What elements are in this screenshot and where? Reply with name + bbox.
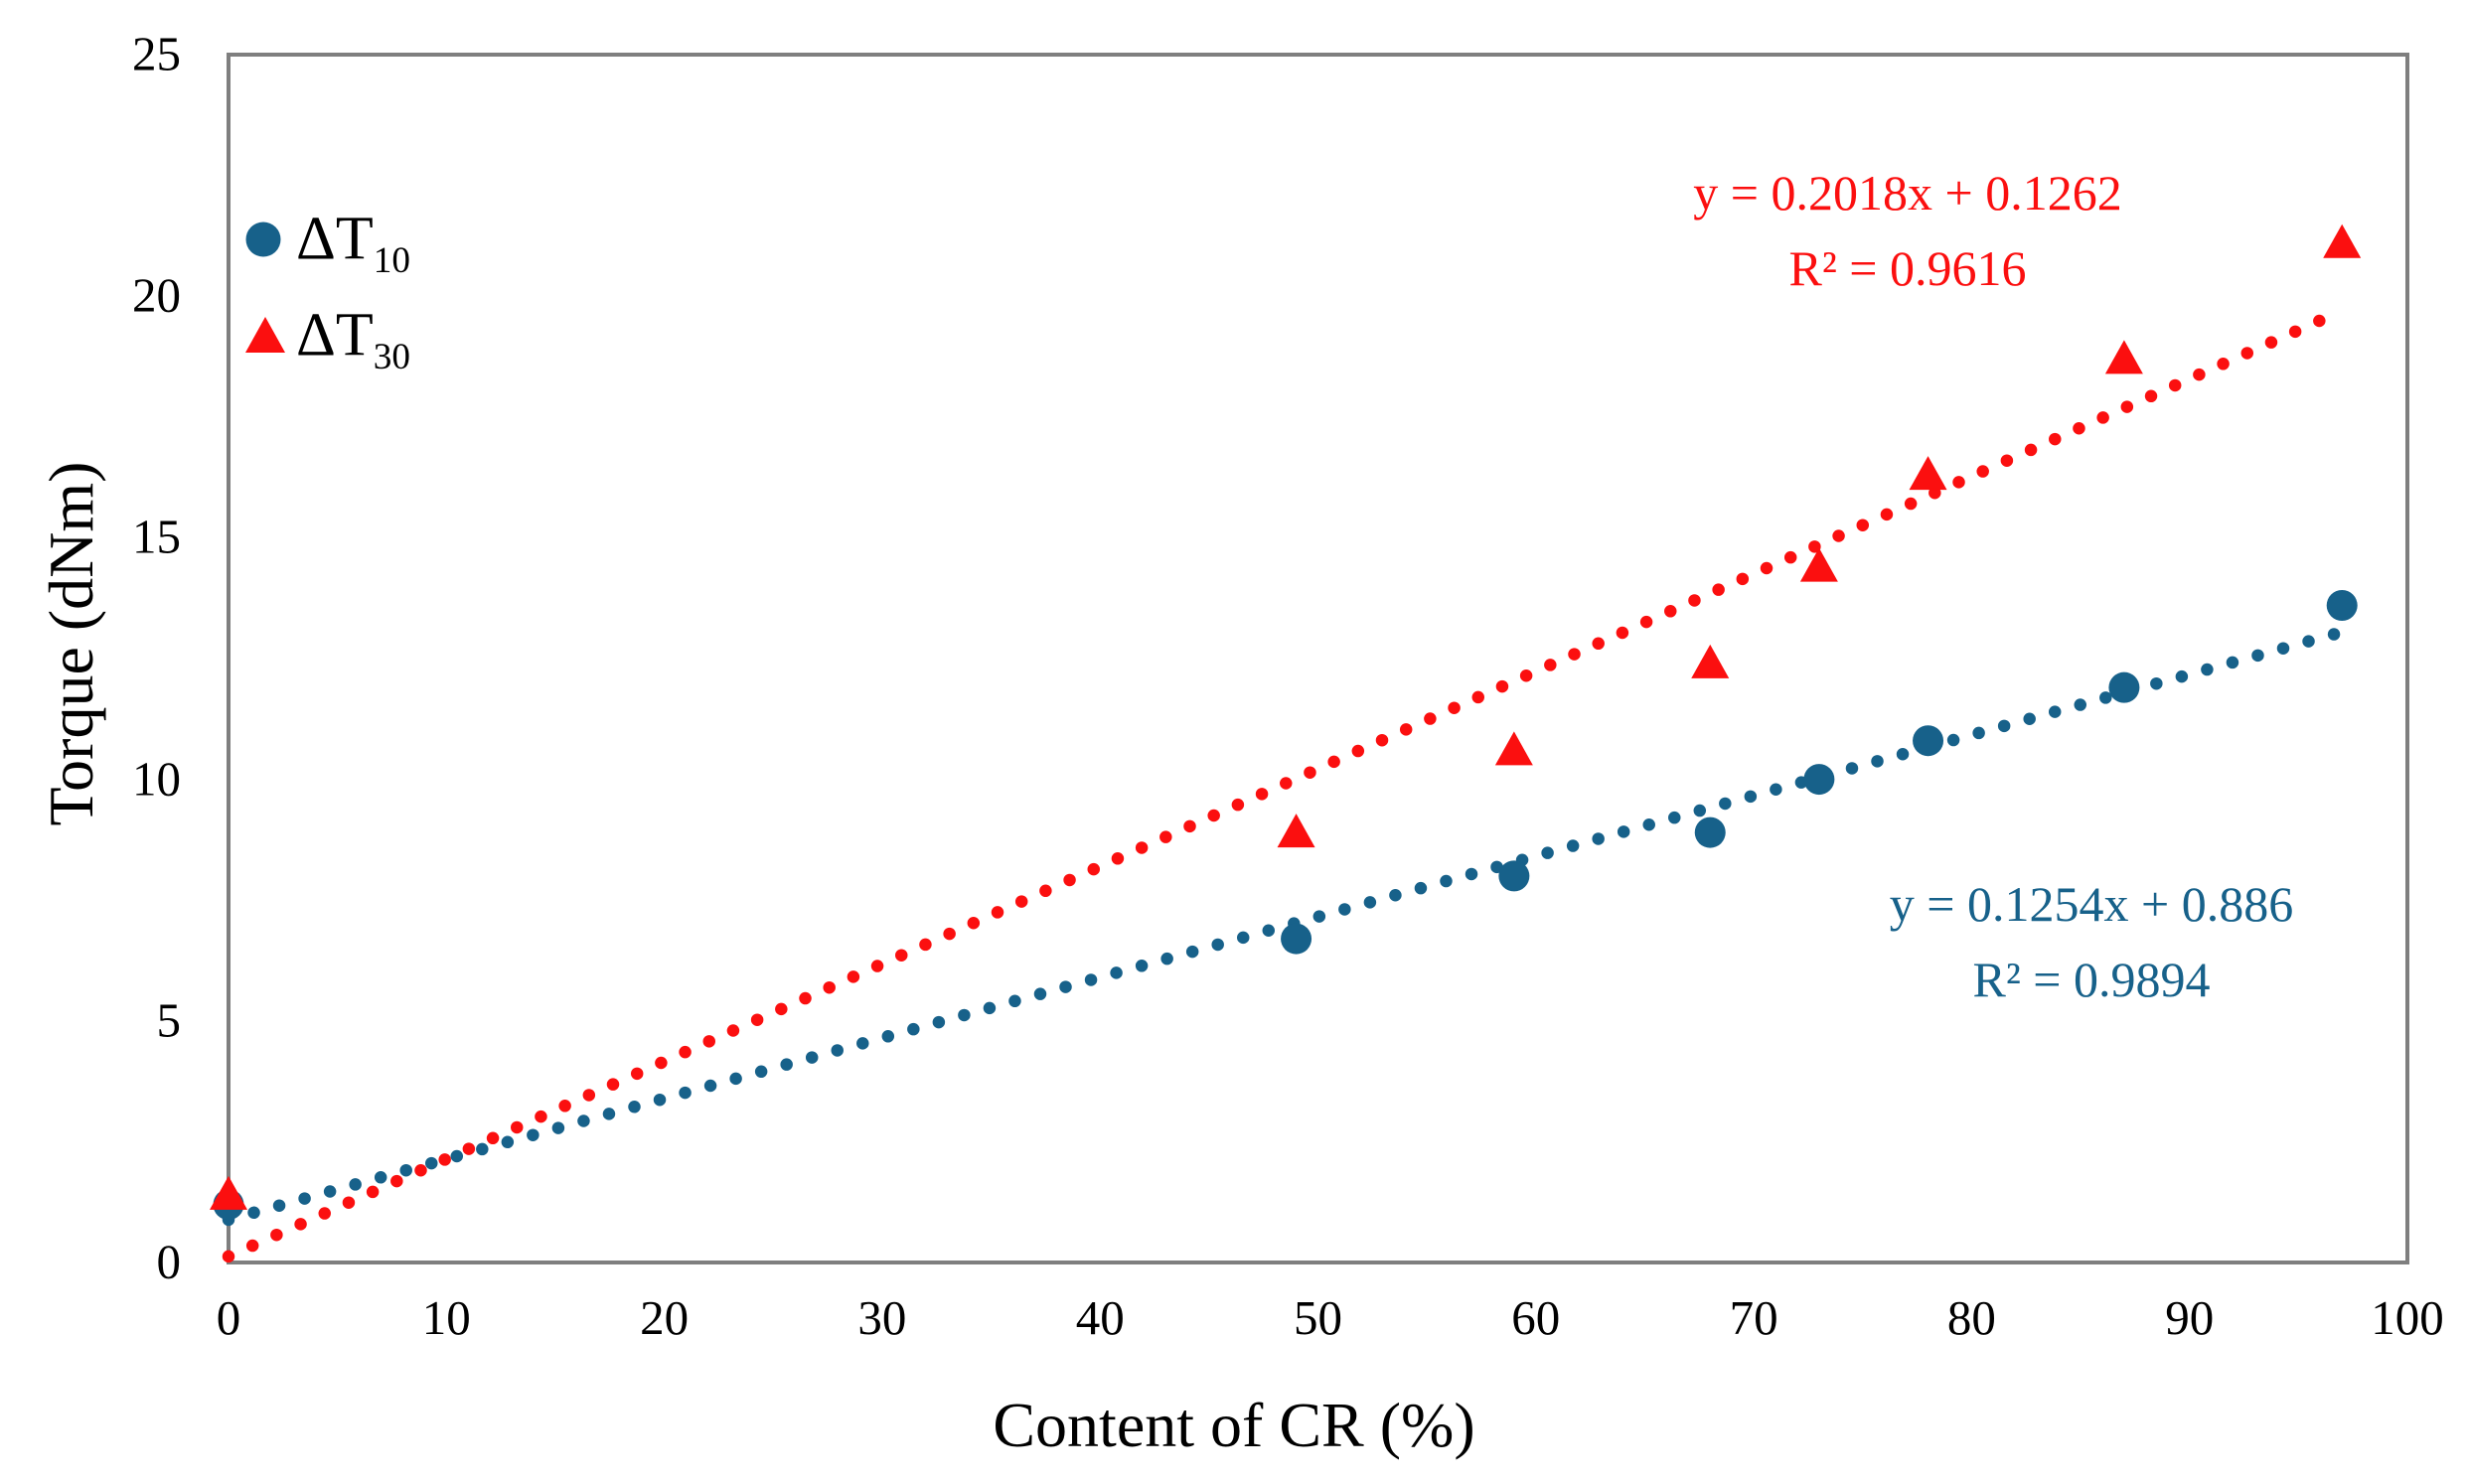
x-tick-label: 40 <box>1075 1290 1125 1345</box>
legend-label-dt10-subscript: 10 <box>373 239 410 281</box>
x-tick-label: 70 <box>1729 1290 1778 1345</box>
data-point-ΔT30 <box>1799 547 1838 582</box>
data-point-ΔT10 <box>1498 860 1530 892</box>
data-point-ΔT10 <box>2108 671 2140 703</box>
x-axis-title: Content of CR (%) <box>993 1390 1475 1460</box>
legend-label-dt30: ΔT <box>296 301 374 370</box>
y-tick-label: 5 <box>156 992 182 1048</box>
x-tick-label: 50 <box>1294 1290 1342 1345</box>
x-tick-label: 90 <box>2165 1290 2215 1345</box>
trendline-equation-dt30-r2: R² = 0.9616 <box>1788 240 2027 296</box>
trendline-equation-dt10: y = 0.1254x + 0.886 R² = 0.9894 <box>1890 866 2293 1017</box>
legend-label-dt10: ΔT <box>296 205 374 273</box>
y-tick-label: 15 <box>132 509 181 564</box>
data-point-ΔT10 <box>1281 923 1312 955</box>
legend-item-dt30: ΔT30 <box>296 301 410 375</box>
trendline-ΔT10 <box>222 626 2349 1227</box>
x-tick-label: 0 <box>216 1290 241 1345</box>
data-point-ΔT30 <box>1691 644 1730 678</box>
y-tick-label: 0 <box>156 1234 182 1289</box>
data-point-ΔT30 <box>1494 731 1533 766</box>
trendline-equation-dt10-r2: R² = 0.9894 <box>1972 952 2211 1007</box>
legend-item-dt10: ΔT10 <box>296 205 410 279</box>
data-point-ΔT10 <box>2326 589 2358 621</box>
trendline-equation-dt10-formula: y = 0.1254x + 0.886 <box>1889 876 2294 932</box>
legend-marker-circle-icon <box>245 222 281 257</box>
data-point-ΔT10 <box>1913 725 1944 757</box>
y-tick-label: 25 <box>132 26 181 81</box>
y-tick-label: 10 <box>132 750 181 806</box>
data-point-ΔT10 <box>1694 816 1726 848</box>
legend-label-dt30-subscript: 30 <box>373 336 410 377</box>
plot-border <box>227 53 2409 1264</box>
trendline-equation-dt30: y = 0.2018x + 0.1262 R² = 0.9616 <box>1693 155 2121 306</box>
trendline-ΔT30 <box>222 304 2349 1263</box>
trendline-equation-dt30-formula: y = 0.2018x + 0.1262 <box>1693 165 2122 221</box>
legend-marker-triangle-icon <box>245 317 285 353</box>
x-tick-label: 10 <box>421 1290 471 1345</box>
data-point-ΔT30 <box>210 1175 247 1210</box>
x-tick-label: 80 <box>1946 1290 1996 1345</box>
data-point-ΔT10 <box>1803 764 1835 796</box>
data-point-ΔT30 <box>2323 223 2362 258</box>
data-point-ΔT30 <box>1277 814 1315 848</box>
data-point-ΔT30 <box>2104 340 2143 374</box>
x-tick-label: 20 <box>640 1290 690 1345</box>
y-axis-title: Torque (dNm) <box>36 461 106 826</box>
x-tick-label: 100 <box>2371 1290 2444 1345</box>
data-point-ΔT30 <box>1909 456 1947 491</box>
x-tick-label: 30 <box>857 1290 907 1345</box>
x-tick-label: 60 <box>1511 1290 1561 1345</box>
y-tick-label: 20 <box>132 267 181 323</box>
